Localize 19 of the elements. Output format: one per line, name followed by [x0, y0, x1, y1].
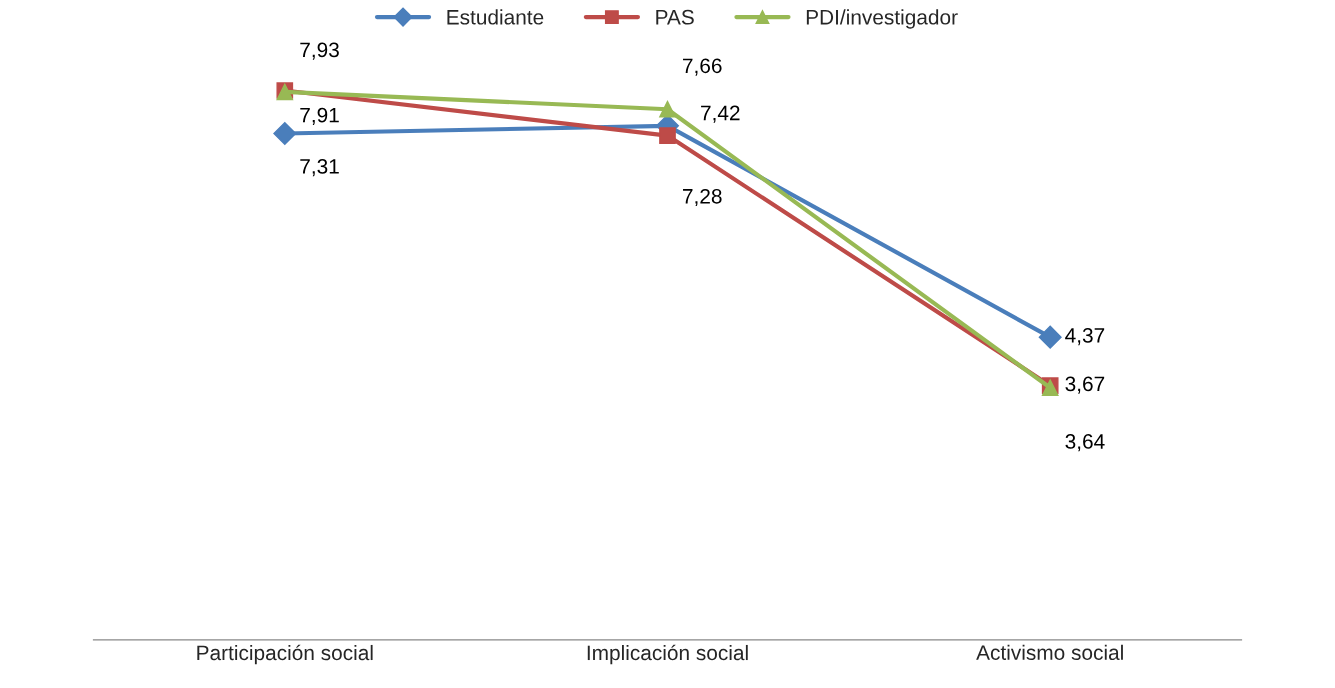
data-label: 3,64	[1065, 434, 1105, 452]
legend-label: Estudiante	[447, 9, 544, 25]
x-tick-label: Implicación social	[587, 644, 748, 665]
legend-label: PDI/investigador	[806, 9, 958, 29]
data-label: 7,28	[683, 188, 722, 207]
data-label: 7,31	[300, 159, 339, 177]
legend-label: PAS	[656, 9, 694, 25]
x-tick-label: Activismo social	[976, 644, 1123, 660]
point	[659, 100, 676, 118]
point	[659, 127, 676, 144]
point	[1038, 325, 1062, 349]
data-label: 4,37	[1065, 327, 1105, 346]
point	[273, 121, 297, 145]
data-label: 7,91	[300, 107, 339, 125]
data-label: 3,67	[1065, 376, 1105, 394]
data-label: 7,93	[300, 42, 339, 60]
x-tick-label: Participación social	[197, 644, 373, 665]
data-label: 7,66	[683, 58, 722, 76]
data-label: 7,42	[701, 105, 740, 123]
